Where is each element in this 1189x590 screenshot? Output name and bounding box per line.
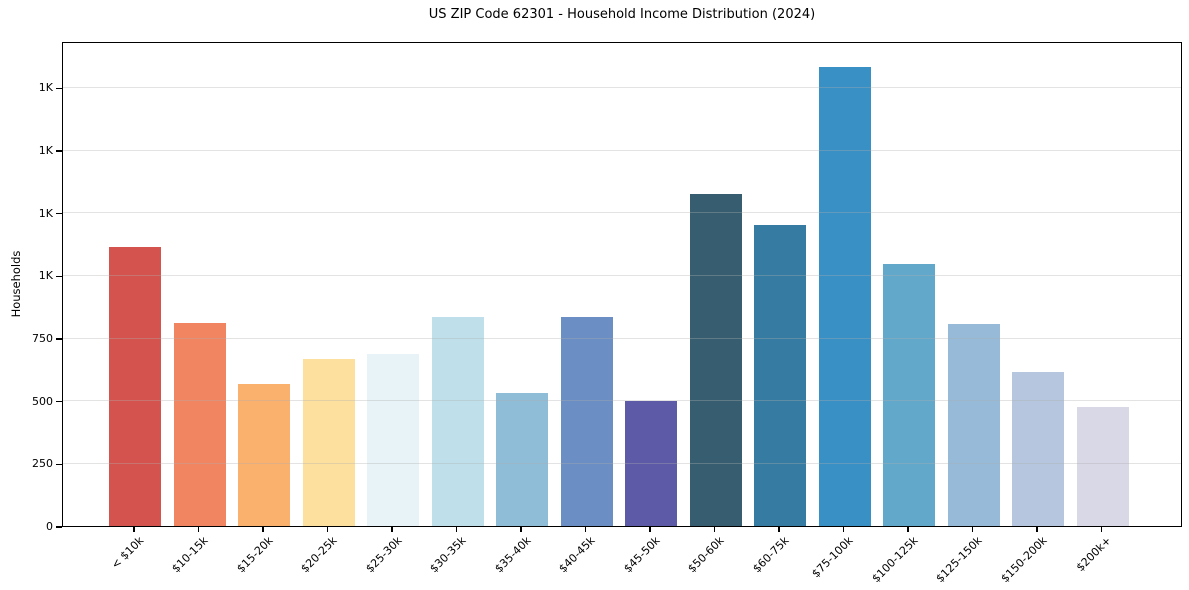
x-tick-mark — [197, 527, 200, 532]
y-tick-label: 1K — [38, 269, 53, 283]
bar-$75-100k — [818, 67, 871, 526]
x-tick-label: $200k+ — [1073, 534, 1114, 575]
x-tick-label: $150-200k — [998, 534, 1050, 586]
x-tick-label: $30-35k — [427, 534, 469, 576]
x-tick-label: $15-20k — [233, 534, 276, 576]
bar-$20-25k — [302, 358, 355, 526]
x-tick-label: $60-75k — [749, 534, 792, 576]
x-tick-mark — [520, 527, 522, 532]
x-tick-mark — [842, 527, 845, 532]
gridline — [63, 274, 1181, 276]
y-tick-label: 250 — [32, 457, 53, 471]
x-tick-mark — [391, 527, 393, 532]
y-tick-mark — [56, 526, 62, 528]
x-tick-label: $75-100k — [809, 534, 856, 581]
bar-$30-35k — [431, 316, 484, 526]
bar-$150-200k — [1012, 371, 1064, 526]
x-tick-label: $100-125k — [869, 534, 921, 586]
x-tick-label: $125-150k — [933, 534, 985, 586]
y-tick-mark — [56, 87, 62, 89]
x-tick-label: < $10k — [108, 534, 147, 572]
bar-$15-20k — [238, 383, 290, 526]
bar-$50-60k — [689, 193, 742, 526]
bar-$35-40k — [496, 392, 548, 526]
y-tick-label: 0 — [46, 520, 53, 533]
bar-$200k+ — [1076, 406, 1129, 526]
y-tick-label: 1K — [38, 206, 53, 220]
y-tick-mark — [56, 150, 62, 152]
x-tick-label: $20-25k — [298, 534, 340, 576]
y-tick-mark — [56, 401, 62, 403]
bar-$40-45k — [560, 316, 613, 526]
x-tick-mark — [326, 527, 329, 532]
bar-$100-125k — [883, 264, 935, 526]
x-tick-mark — [649, 527, 651, 532]
x-tick-mark — [262, 527, 264, 532]
gridline — [63, 86, 1181, 88]
gridline — [63, 149, 1181, 151]
x-tick-mark — [1100, 527, 1103, 532]
gridline — [63, 337, 1181, 339]
gridline — [63, 212, 1181, 214]
x-tick-label: $45-50k — [620, 534, 663, 576]
y-tick-mark — [56, 213, 62, 215]
y-tick-mark — [56, 463, 62, 465]
x-tick-mark — [778, 527, 780, 532]
bar-$25-30k — [367, 354, 419, 526]
x-tick-label: $40-45k — [556, 534, 598, 576]
y-tick-label: 1K — [38, 144, 53, 157]
plot-area — [62, 42, 1182, 527]
x-tick-mark — [907, 527, 909, 532]
bar-< $10k — [109, 246, 161, 526]
bar-$125-150k — [947, 323, 1000, 526]
y-axis-label: Households — [9, 250, 23, 318]
x-tick-mark — [455, 527, 458, 532]
y-tick-label: 1K — [38, 81, 53, 95]
bar-$10-15k — [173, 322, 226, 526]
bar-$60-75k — [754, 225, 806, 526]
x-tick-mark — [133, 527, 135, 532]
x-tick-mark — [713, 527, 716, 532]
x-tick-mark — [971, 527, 974, 532]
x-tick-mark — [1036, 527, 1038, 532]
chart-title: US ZIP Code 62301 - Household Income Dis… — [428, 7, 816, 22]
y-tick-label: 500 — [32, 394, 53, 408]
y-tick-mark — [56, 338, 62, 340]
x-tick-label: $50-60k — [685, 534, 727, 576]
x-tick-label: $10-15k — [169, 534, 211, 576]
bar-$45-50k — [625, 400, 677, 526]
x-tick-mark — [584, 527, 587, 532]
y-tick-label: 750 — [32, 332, 53, 345]
x-tick-label: $25-30k — [362, 534, 405, 576]
y-tick-mark — [56, 275, 62, 277]
x-tick-label: $35-40k — [491, 534, 534, 576]
